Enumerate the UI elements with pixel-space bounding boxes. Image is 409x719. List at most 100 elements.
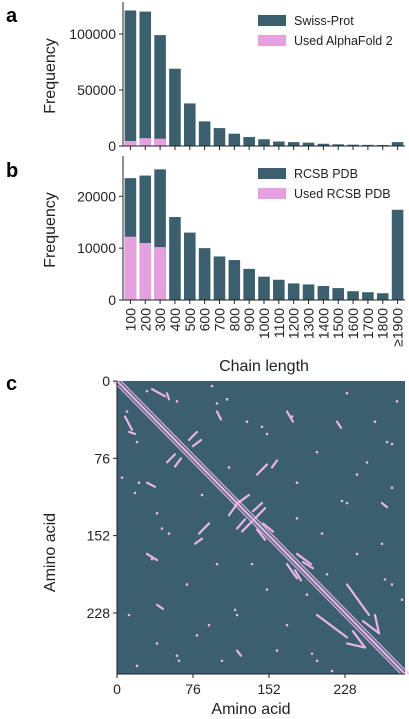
- contact-dot-mirror-3: [225, 398, 229, 401]
- bar-highlight-a-2: [154, 138, 166, 146]
- bar-b-13: [317, 286, 330, 300]
- contact-dot-4: [155, 511, 159, 515]
- contact-dot-28: [310, 652, 314, 655]
- bar-a-16: [362, 144, 374, 146]
- contact-dot-mirror-5: [137, 481, 141, 485]
- contact-segment-0: [150, 388, 167, 398]
- bar-b-7: [228, 260, 241, 300]
- ytick-label-a-1: 50000: [77, 82, 116, 98]
- contact-dot-21: [400, 598, 404, 602]
- contact-dot-mirror-8: [207, 623, 211, 627]
- contact-segment-7: [253, 507, 267, 520]
- bar-a-1: [139, 11, 152, 146]
- contact-dot-mirror-12: [320, 532, 324, 535]
- bar-b-1: [139, 175, 152, 300]
- xtick-label-b-3: 400: [167, 308, 183, 332]
- xtick-label-b-12: 1300: [301, 308, 317, 339]
- contact-segment-mirror-14: [373, 613, 381, 635]
- xtick-label-b-9: 1000: [256, 308, 272, 339]
- bar-a-13: [317, 143, 330, 146]
- bar-a-8: [243, 137, 255, 146]
- xtick-label-c-3: 228: [333, 681, 357, 697]
- contact-dot-mirror-6: [160, 527, 164, 530]
- contact-dot-mirror-26: [233, 608, 237, 612]
- bar-b-12: [302, 284, 315, 300]
- contact-dot-mirror-7: [185, 583, 189, 586]
- contact-segment-12: [345, 583, 371, 617]
- xtick-label-b-5: 600: [197, 308, 213, 332]
- bar-a-2: [154, 35, 166, 147]
- contact-dot-mirror-23: [265, 432, 269, 436]
- contact-dot-mirror-16: [395, 400, 399, 403]
- bar-a-14: [332, 144, 344, 146]
- contact-dot-20: [390, 583, 394, 586]
- xtick-label-b-7: 800: [226, 308, 242, 332]
- contact-dot-mirror-19: [177, 659, 181, 663]
- contact-dot-mirror-1: [175, 400, 179, 403]
- contact-dot-16: [135, 664, 139, 668]
- bar-b-8: [243, 268, 255, 300]
- bar-a-10: [273, 141, 285, 146]
- xtick-label-c-1: 76: [185, 681, 201, 697]
- contact-segment-15: [155, 603, 165, 610]
- contact-dot-mirror-24: [200, 493, 204, 497]
- panel-letter-a: a: [6, 5, 18, 27]
- contact-dot-mirror-27: [355, 552, 359, 556]
- panel-letter-b: b: [6, 160, 18, 182]
- ylabel-a: Frequency: [42, 38, 59, 114]
- contact-dot-6: [260, 425, 264, 429]
- contact-dot-27: [285, 623, 289, 627]
- ytick-label-a-0: 0: [108, 138, 116, 154]
- contact-dot-5: [215, 402, 219, 405]
- xlabel-c: Amino acid: [211, 701, 290, 718]
- bar-a-11: [287, 142, 300, 146]
- contact-segment-mirror-18: [215, 410, 223, 421]
- bar-a-18: [391, 142, 404, 146]
- bar-a-9: [258, 139, 270, 146]
- contact-dot-mirror-0: [145, 389, 149, 393]
- contact-dot-24: [227, 466, 231, 469]
- bar-highlight-a-1: [139, 138, 152, 146]
- contact-segment-mirror-7: [240, 520, 254, 533]
- bar-a-0: [124, 10, 137, 147]
- contact-dot-mirror-13: [345, 501, 349, 505]
- bar-b-10: [273, 279, 285, 300]
- bar-b-16: [362, 292, 374, 300]
- contact-dot-15: [175, 654, 179, 657]
- contact-dot-7: [315, 450, 319, 454]
- xtick-label-b-6: 700: [211, 308, 227, 332]
- bar-highlight-b-1: [139, 242, 152, 300]
- ytick-label-c-3: 228: [87, 605, 111, 621]
- contact-segment-16: [235, 649, 243, 657]
- bar-b-14: [332, 288, 344, 300]
- bar-b-9: [258, 276, 270, 300]
- contact-dot-mirror-9: [220, 659, 224, 663]
- contact-dot-19: [390, 442, 394, 446]
- bar-highlight-a-0: [124, 140, 137, 146]
- contact-segment-mirror-5: [227, 499, 241, 517]
- bar-b-3: [169, 217, 181, 300]
- contact-segment-4: [270, 459, 279, 469]
- contact-segment-18: [145, 481, 157, 488]
- contact-segment-mirror-9: [261, 522, 275, 533]
- bar-a-15: [347, 144, 359, 146]
- bar-b-17: [376, 293, 389, 300]
- bar-highlight-b-2: [154, 247, 166, 300]
- contact-segment-mirror-10: [285, 563, 299, 580]
- contact-segment-mirror-12: [315, 613, 349, 639]
- contact-dot-23: [167, 532, 171, 535]
- bar-a-3: [169, 68, 181, 146]
- xtick-label-b-16: 1700: [360, 308, 376, 339]
- bar-a-12: [302, 142, 315, 146]
- legend-label-a-1: Used AlphaFold 2: [294, 34, 393, 48]
- diagonal-band-0: [112, 380, 402, 675]
- contact-dot-mirror-20: [315, 659, 319, 663]
- contact-dot-mirror-10: [275, 649, 279, 652]
- contact-segment-3: [191, 438, 203, 448]
- contact-dot-22: [150, 557, 154, 561]
- contact-segment-6: [251, 501, 264, 513]
- ytick-label-c-0: 0: [102, 373, 110, 389]
- contact-segment-17: [285, 410, 295, 423]
- ylabel-b: Frequency: [42, 192, 59, 268]
